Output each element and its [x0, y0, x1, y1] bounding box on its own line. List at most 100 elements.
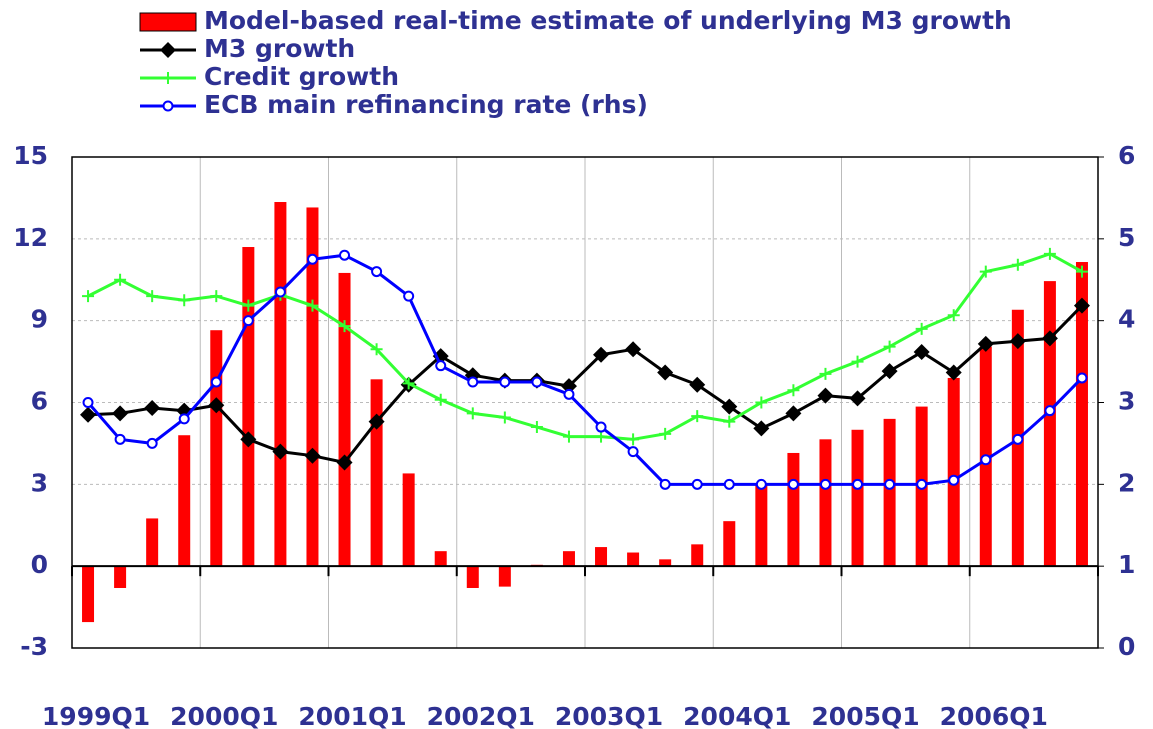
- point: [913, 344, 930, 361]
- x-tick-label: 1999Q1: [42, 702, 150, 729]
- point: [499, 376, 511, 388]
- point: [627, 446, 639, 458]
- x-tick-label: 2000Q1: [170, 702, 278, 729]
- point: [755, 478, 767, 490]
- point: [370, 343, 383, 356]
- point: [242, 315, 254, 327]
- point: [368, 413, 385, 430]
- point: [114, 273, 127, 286]
- point: [657, 364, 674, 381]
- point: [403, 290, 415, 302]
- legend-label: M3 growth: [204, 34, 355, 63]
- x-tick-label: 2002Q1: [427, 702, 535, 729]
- point: [977, 335, 994, 352]
- bar: [787, 452, 800, 567]
- point: [338, 320, 351, 333]
- bar: [595, 547, 608, 567]
- point: [466, 407, 479, 420]
- bar: [338, 272, 351, 567]
- bar: [498, 566, 511, 587]
- point: [274, 286, 286, 298]
- legend-label: Model-based real-time estimate of underl…: [204, 6, 1012, 35]
- bar: [723, 521, 736, 567]
- bar: [1075, 262, 1088, 567]
- point: [339, 249, 351, 261]
- legend-marker: [162, 100, 174, 112]
- point: [723, 478, 735, 490]
- x-tick-label: 2004Q1: [683, 702, 791, 729]
- point: [336, 454, 353, 471]
- bar: [947, 377, 960, 567]
- x-tick-label: 2006Q1: [940, 702, 1048, 729]
- point: [210, 290, 223, 303]
- point: [531, 376, 543, 388]
- point: [595, 421, 607, 433]
- plot-border: [71, 156, 1099, 649]
- point: [530, 421, 543, 434]
- point: [947, 309, 960, 322]
- point: [560, 378, 577, 395]
- y-tick-label: -3: [20, 632, 48, 661]
- legend-marker: [160, 42, 176, 58]
- point: [785, 405, 802, 422]
- point: [884, 478, 896, 490]
- point: [883, 340, 896, 353]
- point: [817, 387, 834, 404]
- bar: [883, 418, 896, 567]
- point: [242, 299, 255, 312]
- point: [916, 478, 928, 490]
- point: [371, 266, 383, 278]
- legend-swatch: [139, 12, 197, 32]
- bar: [1043, 281, 1056, 567]
- point: [178, 294, 191, 307]
- y-tick-label: 15: [13, 141, 48, 170]
- bar: [691, 544, 704, 567]
- point: [691, 478, 703, 490]
- point: [625, 341, 642, 358]
- point: [1044, 405, 1056, 417]
- point: [852, 478, 864, 490]
- point: [467, 376, 479, 388]
- point: [562, 430, 575, 443]
- point: [434, 393, 447, 406]
- y-tick-label: 0: [31, 550, 48, 579]
- point: [721, 398, 738, 415]
- bar: [146, 518, 159, 567]
- point: [146, 290, 159, 303]
- bar: [755, 484, 768, 567]
- y-tick-label: 12: [13, 223, 48, 252]
- point: [659, 478, 671, 490]
- point: [435, 360, 447, 372]
- y2-tick-label: 3: [1118, 387, 1135, 416]
- y2-tick-label: 0: [1118, 632, 1135, 661]
- y-tick-label: 6: [31, 387, 48, 416]
- bar: [178, 435, 191, 567]
- y2-tick-label: 2: [1118, 468, 1135, 497]
- point: [82, 397, 94, 408]
- point: [755, 396, 768, 409]
- x-tick-label: 2005Q1: [811, 702, 919, 729]
- bar: [210, 330, 223, 567]
- point: [979, 265, 992, 278]
- point: [498, 411, 511, 424]
- bar: [274, 202, 287, 567]
- point: [304, 447, 321, 464]
- point: [80, 406, 97, 423]
- bar: [242, 247, 255, 567]
- point: [208, 397, 225, 414]
- x-tick-label: 2003Q1: [555, 702, 663, 729]
- point: [1041, 330, 1058, 347]
- point: [1009, 333, 1026, 350]
- point: [82, 290, 95, 303]
- point: [402, 377, 415, 390]
- point: [112, 405, 129, 422]
- legend-label: Credit growth: [204, 62, 399, 91]
- point: [1076, 372, 1088, 384]
- y-tick-label: 3: [31, 468, 48, 497]
- legend-marker: [162, 72, 174, 84]
- point: [627, 433, 640, 446]
- point: [980, 454, 992, 466]
- point: [306, 299, 319, 312]
- bar: [114, 566, 127, 588]
- bar: [466, 566, 479, 588]
